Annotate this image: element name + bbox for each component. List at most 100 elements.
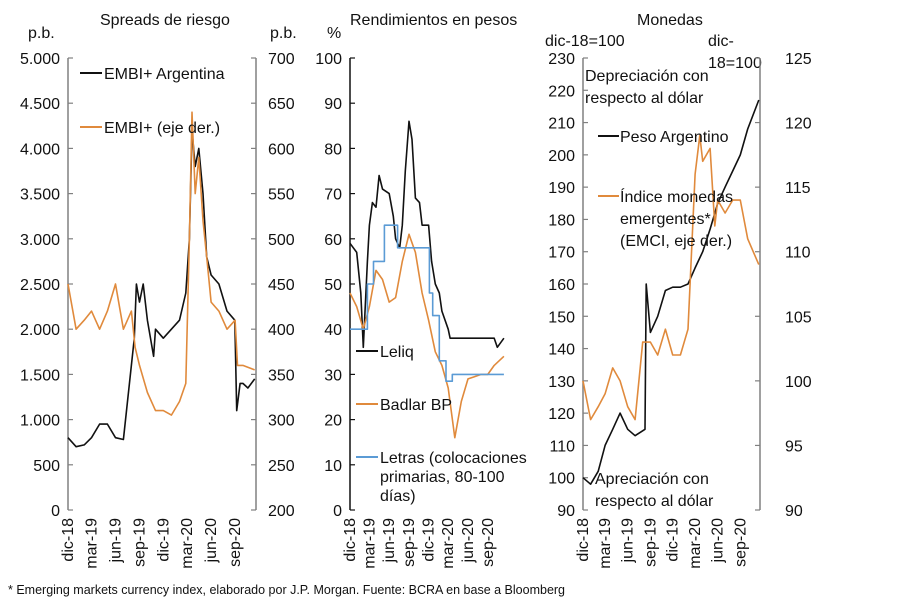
x-tick-label: dic-19 — [665, 518, 682, 562]
left-tick-label: 2.000 — [20, 322, 60, 339]
left-tick-label: 3.500 — [20, 187, 60, 204]
x-tick-label: dic-19 — [155, 518, 172, 562]
x-tick-label: mar-19 — [597, 518, 614, 569]
series-line--ndice-monedas-emergentes-emci-eje-der- — [583, 136, 759, 420]
left-tick-label: 1.500 — [20, 367, 60, 384]
annotation-depreciacion-line2: respecto al dólar — [585, 90, 704, 107]
left-tick-label: 160 — [548, 277, 575, 294]
right-tick-label: 200 — [268, 503, 295, 520]
left-tick-label: 60 — [324, 232, 342, 249]
left-tick-label: 1.000 — [20, 413, 60, 430]
left-tick-label: 80 — [324, 141, 342, 158]
left-tick-label: 0 — [333, 503, 342, 520]
left-tick-label: 100 — [548, 471, 575, 488]
x-tick-label: mar-20 — [440, 518, 457, 569]
legend-peso: Peso Argentino — [620, 129, 729, 146]
x-tick-label: jun-19 — [108, 518, 125, 564]
series-line-embi-eje-der- — [68, 112, 255, 415]
left-tick-label: 190 — [548, 180, 575, 197]
x-tick-label: mar-20 — [179, 518, 196, 569]
left-tick-label: 0 — [51, 503, 60, 520]
legend-embi-argentina: EMBI+ Argentina — [104, 66, 225, 83]
right-tick-label: 500 — [268, 232, 295, 249]
left-tick-label: 5.000 — [20, 51, 60, 68]
panel3-right-unit-line2: 18=100 — [708, 55, 762, 72]
panel2-unit: % — [327, 25, 341, 42]
right-tick-label: 90 — [785, 503, 803, 520]
right-tick-label: 125 — [785, 51, 812, 68]
x-tick-label: jun-20 — [203, 518, 220, 564]
legend-leliq: Leliq — [380, 344, 414, 361]
panel1-right-unit: p.b. — [270, 25, 297, 42]
x-tick-label: sep-20 — [227, 518, 244, 567]
x-tick-label: dic-18 — [342, 518, 359, 562]
right-tick-label: 650 — [268, 96, 295, 113]
left-tick-label: 180 — [548, 212, 575, 229]
left-tick-label: 3.000 — [20, 232, 60, 249]
left-tick-label: 70 — [324, 187, 342, 204]
right-tick-label: 400 — [268, 322, 295, 339]
x-tick-label: sep-19 — [401, 518, 418, 567]
right-tick-label: 120 — [785, 116, 812, 133]
left-tick-label: 500 — [33, 458, 60, 475]
x-tick-label: dic-19 — [421, 518, 438, 562]
left-tick-label: 10 — [324, 458, 342, 475]
left-tick-label: 140 — [548, 342, 575, 359]
legend-emci-line3: (EMCI, eje der.) — [620, 233, 732, 250]
panel3-right-unit-line1: dic- — [708, 33, 734, 50]
right-tick-label: 550 — [268, 187, 295, 204]
left-tick-label: 120 — [548, 406, 575, 423]
right-tick-label: 115 — [785, 180, 811, 197]
legend-letras-line1: Letras (colocaciones — [380, 450, 527, 467]
right-tick-label: 100 — [785, 374, 812, 391]
left-tick-label: 200 — [548, 148, 575, 165]
x-tick-label: jun-19 — [381, 518, 398, 564]
x-tick-label: mar-19 — [84, 518, 101, 569]
left-tick-label: 40 — [324, 322, 342, 339]
left-tick-label: 150 — [548, 309, 575, 326]
x-tick-label: mar-19 — [361, 518, 378, 569]
legend-emci-line2: emergentes* — [620, 211, 711, 228]
series-line-peso-argentino — [583, 100, 759, 484]
x-tick-label: dic-18 — [60, 518, 77, 562]
panel1-title: Spreads de riesgo — [100, 12, 230, 29]
x-tick-label: sep-19 — [132, 518, 149, 567]
left-tick-label: 4.500 — [20, 96, 60, 113]
left-tick-label: 20 — [324, 413, 342, 430]
legend-emci-line1: Índice monedas — [620, 187, 733, 206]
x-tick-label: sep-19 — [642, 518, 659, 567]
left-tick-label: 50 — [324, 277, 342, 294]
right-tick-label: 350 — [268, 367, 295, 384]
left-tick-label: 90 — [557, 503, 575, 520]
left-tick-label: 90 — [324, 96, 342, 113]
panel3-left-unit: dic-18=100 — [545, 33, 625, 50]
x-tick-label: jun-20 — [710, 518, 727, 564]
left-tick-label: 170 — [548, 245, 575, 262]
right-tick-label: 300 — [268, 413, 295, 430]
x-tick-label: dic-18 — [575, 518, 592, 562]
x-tick-label: sep-20 — [480, 518, 497, 567]
series-line-embi-argentina — [68, 130, 255, 446]
left-tick-label: 110 — [549, 438, 575, 455]
legend-letras-line2: primarias, 80-100 — [380, 469, 505, 486]
annotation-depreciacion-line1: Depreciación con — [585, 68, 709, 85]
annotation-apreciacion-line2: respecto al dólar — [595, 493, 714, 510]
legend-badlar: Badlar BP — [380, 397, 452, 414]
left-tick-label: 210 — [548, 116, 575, 133]
annotation-apreciacion-line1: Apreciación con — [595, 471, 709, 488]
left-tick-label: 220 — [548, 83, 575, 100]
right-tick-label: 450 — [268, 277, 295, 294]
x-tick-label: jun-19 — [620, 518, 637, 564]
legend-embi: EMBI+ (eje der.) — [104, 120, 220, 137]
panel2-title: Rendimientos en pesos — [350, 12, 517, 29]
series-line-letras-colocaciones-primarias-80-100-d-as- — [350, 225, 504, 381]
left-tick-label: 230 — [548, 51, 575, 68]
panel1-left-unit: p.b. — [28, 25, 55, 42]
right-tick-label: 600 — [268, 141, 295, 158]
right-tick-label: 105 — [785, 309, 812, 326]
left-tick-label: 100 — [315, 51, 342, 68]
left-tick-label: 2.500 — [20, 277, 60, 294]
left-tick-label: 4.000 — [20, 141, 60, 158]
left-tick-label: 130 — [548, 374, 575, 391]
